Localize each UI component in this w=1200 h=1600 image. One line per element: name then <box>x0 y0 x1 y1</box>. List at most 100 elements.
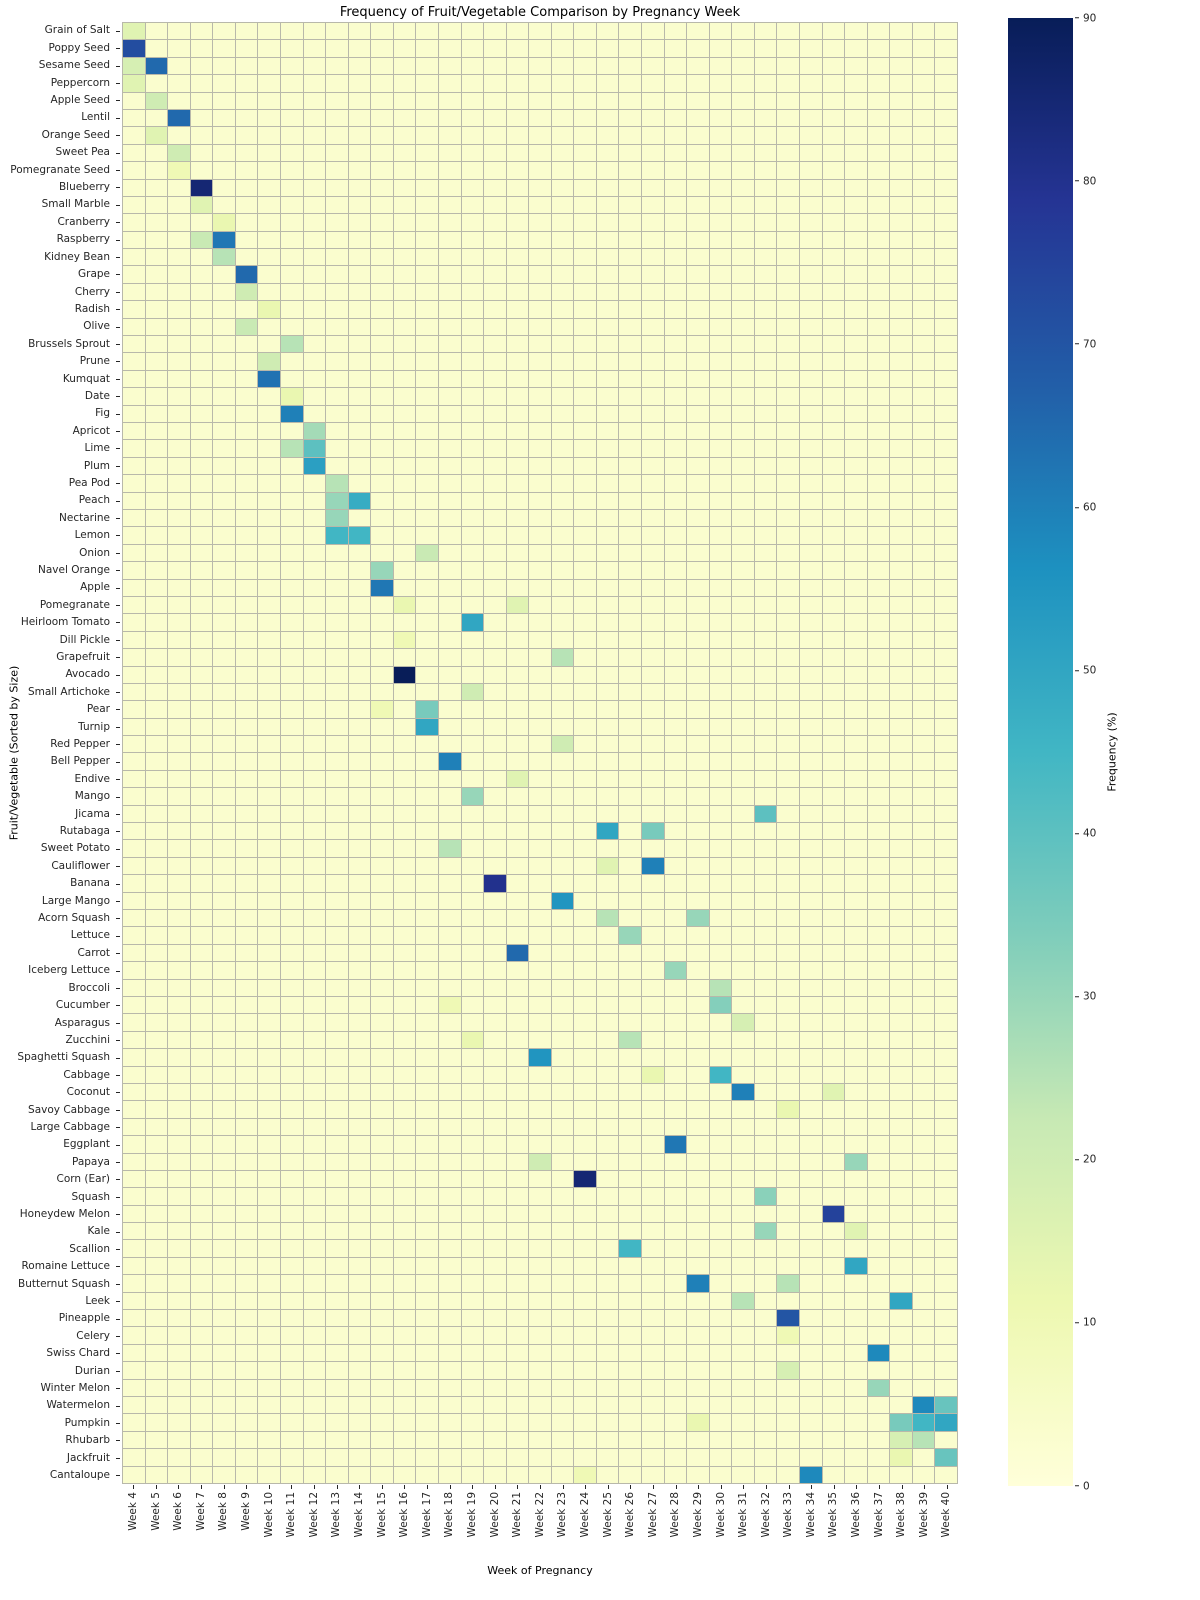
heatmap-cell <box>574 423 596 440</box>
heatmap-cell <box>123 736 145 753</box>
heatmap-cell <box>461 1014 484 1031</box>
colorbar-gradient <box>1008 18 1073 1486</box>
heatmap-cell <box>506 892 529 910</box>
heatmap-cell <box>416 162 438 179</box>
heatmap-cell <box>845 92 867 109</box>
heatmap-cell <box>235 736 258 753</box>
heatmap-cell <box>642 144 664 162</box>
heatmap-cell <box>912 996 935 1014</box>
y-tick-label: Scallion <box>0 1240 120 1257</box>
heatmap-cell <box>574 614 596 631</box>
heatmap-cell <box>484 144 506 162</box>
heatmap-cell <box>800 196 822 214</box>
heatmap-cell <box>935 249 957 266</box>
heatmap-cell <box>168 214 190 231</box>
heatmap-cell <box>529 40 551 57</box>
heatmap-cell <box>822 1223 845 1240</box>
heatmap-cell <box>777 370 800 388</box>
heatmap-cell <box>123 996 145 1014</box>
heatmap-cell <box>393 875 416 892</box>
heatmap-cell <box>867 1136 890 1153</box>
heatmap-cell <box>890 1101 912 1118</box>
heatmap-cell <box>484 1275 506 1292</box>
heatmap-cell <box>890 979 912 996</box>
heatmap-cell <box>935 753 957 770</box>
heatmap-cell <box>845 423 867 440</box>
heatmap-cell <box>709 666 732 683</box>
x-tick: Week 36 <box>845 1485 868 1557</box>
heatmap-cell <box>303 57 326 75</box>
heatmap-cell <box>822 1014 845 1031</box>
heatmap-cell <box>438 1431 461 1449</box>
heatmap-cell <box>619 1397 642 1414</box>
heatmap-cell <box>213 1362 235 1379</box>
heatmap-cell <box>664 1397 687 1414</box>
heatmap-cell <box>867 579 890 596</box>
heatmap-cell <box>303 301 326 318</box>
heatmap-cell <box>867 1466 890 1483</box>
heatmap-cell <box>732 23 754 40</box>
y-tick-label: Pineapple <box>0 1310 120 1327</box>
heatmap-cell <box>800 1083 822 1101</box>
heatmap-cell <box>912 1414 935 1431</box>
heatmap-cell <box>777 1153 800 1170</box>
heatmap-cell <box>235 1275 258 1292</box>
heatmap-cell <box>371 144 393 162</box>
heatmap-cell <box>393 1101 416 1118</box>
heatmap-cell <box>371 127 393 144</box>
heatmap-cell <box>235 127 258 144</box>
heatmap-cell <box>461 1136 484 1153</box>
heatmap-cell <box>461 388 484 405</box>
heatmap-cell <box>912 353 935 370</box>
heatmap-cell <box>777 196 800 214</box>
heatmap-cell <box>213 1257 235 1275</box>
heatmap-cell <box>574 40 596 57</box>
heatmap-cell <box>664 649 687 666</box>
heatmap-cell <box>393 1083 416 1101</box>
heatmap-cell <box>235 979 258 996</box>
heatmap-cell <box>280 440 303 457</box>
heatmap-cell <box>280 666 303 683</box>
heatmap-cell <box>551 388 574 405</box>
heatmap-cell <box>867 875 890 892</box>
heatmap-cell <box>303 1344 326 1362</box>
heatmap-cell <box>890 440 912 457</box>
heatmap-cell <box>416 1014 438 1031</box>
heatmap-cell <box>371 301 393 318</box>
heatmap-cell <box>529 162 551 179</box>
heatmap-cell <box>326 614 348 631</box>
heatmap-cell <box>800 805 822 823</box>
heatmap-cell <box>619 196 642 214</box>
heatmap-cell <box>867 1049 890 1066</box>
heatmap-cell <box>371 1275 393 1292</box>
heatmap-cell <box>235 179 258 196</box>
heatmap-cell <box>303 857 326 875</box>
heatmap-cell <box>123 405 145 423</box>
heatmap-cell <box>123 92 145 109</box>
heatmap-cell <box>664 979 687 996</box>
heatmap-cell <box>529 336 551 353</box>
heatmap-cell <box>890 457 912 475</box>
heatmap-cell <box>123 857 145 875</box>
heatmap-cell <box>123 527 145 544</box>
heatmap-cell <box>596 910 619 927</box>
heatmap-cell <box>484 214 506 231</box>
heatmap-cell <box>529 509 551 527</box>
heatmap-cell <box>235 1431 258 1449</box>
heatmap-cell <box>935 840 957 857</box>
heatmap-cell <box>258 1101 280 1118</box>
heatmap-cell <box>867 718 890 736</box>
heatmap-cell <box>935 1153 957 1170</box>
heatmap-cell <box>709 840 732 857</box>
colorbar-tick: 0 <box>1075 1481 1090 1492</box>
heatmap-cell <box>551 23 574 40</box>
heatmap-cell <box>438 631 461 649</box>
heatmap-cell <box>506 544 529 562</box>
heatmap-cell <box>168 788 190 805</box>
heatmap-cell <box>438 301 461 318</box>
heatmap-cell <box>280 318 303 336</box>
heatmap-cell <box>619 370 642 388</box>
heatmap-cell <box>123 1449 145 1466</box>
heatmap-cell <box>754 1292 777 1310</box>
heatmap-cell <box>777 910 800 927</box>
